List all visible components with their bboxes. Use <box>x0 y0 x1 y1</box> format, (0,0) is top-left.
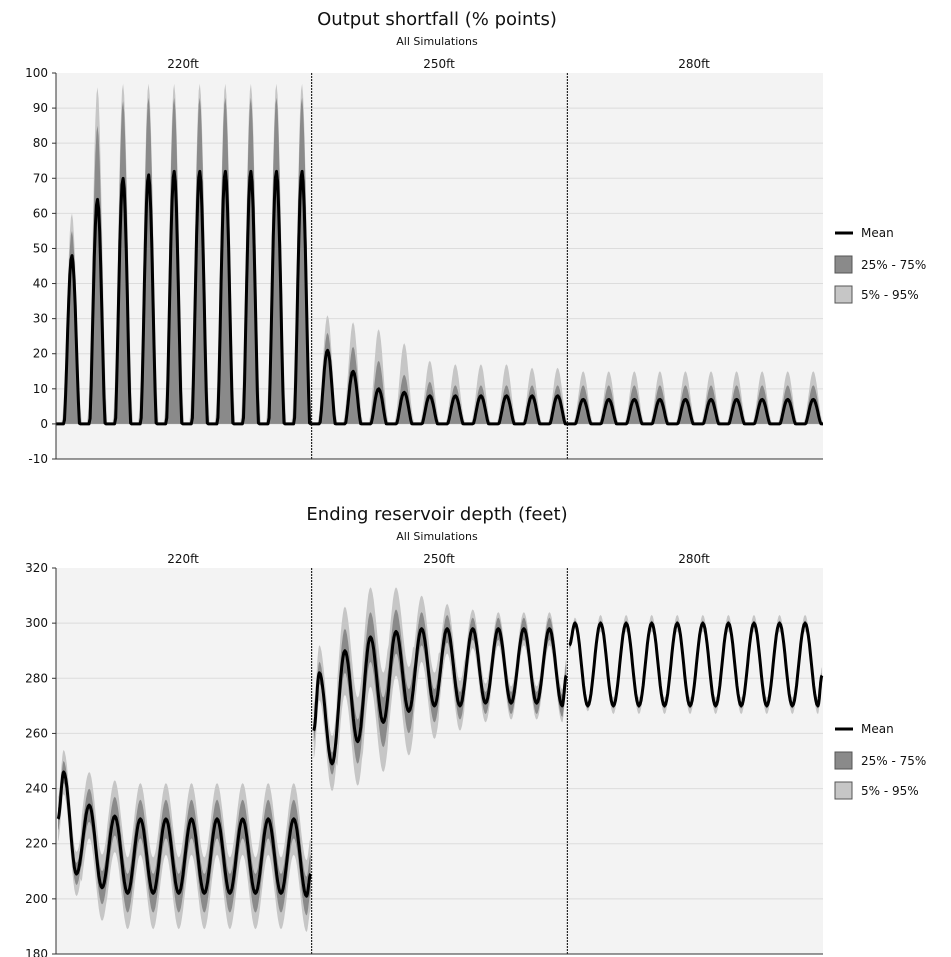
y-tick-label: 200 <box>25 892 48 906</box>
legend: Mean 25% - 75% 5% - 95% <box>834 226 926 304</box>
mean-line-250ft <box>311 348 568 426</box>
chart-title: Output shortfall (% points) <box>317 9 557 30</box>
y-tick-label: 30 <box>33 312 48 326</box>
y-tick-label: 40 <box>33 277 48 291</box>
mean-lines <box>56 621 824 898</box>
panel-label-280ft: 280ft <box>678 57 710 71</box>
y-tick-label: 280 <box>25 671 48 685</box>
panel-label-250ft: 250ft <box>423 57 455 71</box>
panel-dividers <box>311 568 568 954</box>
plot-area <box>56 73 823 459</box>
band-5-95-250ft <box>313 587 567 792</box>
chart-reservoir-depth: Ending reservoir depth (feet) All Simula… <box>25 504 926 957</box>
legend-label-iqr: 25% - 75% <box>861 754 926 768</box>
y-tick-label: -10 <box>28 452 48 466</box>
chart-subtitle: All Simulations <box>396 35 478 48</box>
y-tick-label: 0 <box>40 417 48 431</box>
panel-label-220ft: 220ft <box>167 57 199 71</box>
y-axis: 320 300 280 260 240 220 200 180 <box>25 561 823 957</box>
chart-subtitle: All Simulations <box>396 530 478 543</box>
y-tick-label: 300 <box>25 616 48 630</box>
plot-area <box>56 568 823 954</box>
legend-label-iqr: 25% - 75% <box>861 258 926 272</box>
chart-title: Ending reservoir depth (feet) <box>306 504 567 525</box>
panel-label-220ft: 220ft <box>167 552 199 566</box>
y-tick-label: 90 <box>33 101 48 115</box>
panel-dividers <box>311 73 568 459</box>
y-tick-label: 220 <box>25 837 48 851</box>
y-tick-label: 180 <box>25 947 48 957</box>
legend-label-90: 5% - 95% <box>861 784 919 798</box>
y-tick-label: 240 <box>25 782 48 796</box>
legend-swatch-iqr <box>834 255 853 274</box>
y-tick-label: 100 <box>25 66 48 80</box>
band-5-95-220ft <box>58 750 311 932</box>
chart-output-shortfall: Output shortfall (% points) All Simulati… <box>25 9 926 466</box>
legend-label-90: 5% - 95% <box>861 288 919 302</box>
band-25-75-220ft <box>56 97 312 424</box>
panel-label-250ft: 250ft <box>423 552 455 566</box>
mean-lines <box>55 169 824 426</box>
legend-swatch-iqr <box>834 751 853 770</box>
y-tick-label: 320 <box>25 561 48 575</box>
y-tick-label: 80 <box>33 136 48 150</box>
band-25-75-280ft <box>567 385 823 424</box>
y-tick-label: 260 <box>25 726 48 740</box>
y-tick-label: 50 <box>33 241 48 255</box>
y-tick-label: 20 <box>33 347 48 361</box>
mean-line-220ft <box>56 770 312 898</box>
legend-swatch-90 <box>834 781 853 800</box>
panel-label-280ft: 280ft <box>678 552 710 566</box>
mean-line-280ft <box>566 397 824 426</box>
legend: Mean 25% - 75% 5% - 95% <box>834 722 926 800</box>
legend-label-mean: Mean <box>861 226 894 240</box>
legend-label-mean: Mean <box>861 722 894 736</box>
legend-swatch-90 <box>834 285 853 304</box>
mean-line-280ft <box>568 621 824 708</box>
y-tick-label: 70 <box>33 171 48 185</box>
y-tick-label: 60 <box>33 206 48 220</box>
mean-line-250ft <box>312 627 568 766</box>
mean-line-220ft <box>55 169 313 426</box>
y-tick-label: 10 <box>33 382 48 396</box>
